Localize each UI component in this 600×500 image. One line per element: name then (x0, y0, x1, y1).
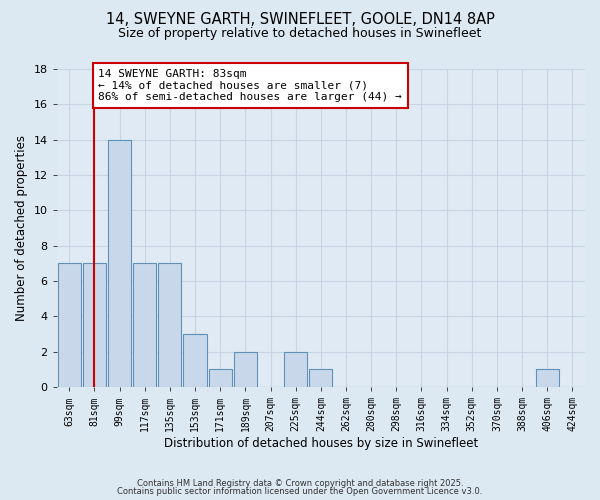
X-axis label: Distribution of detached houses by size in Swinefleet: Distribution of detached houses by size … (164, 437, 478, 450)
Bar (133, 264, 157, 387)
Text: Size of property relative to detached houses in Swinefleet: Size of property relative to detached ho… (118, 28, 482, 40)
Text: 14, SWEYNE GARTH, SWINEFLEET, GOOLE, DN14 8AP: 14, SWEYNE GARTH, SWINEFLEET, GOOLE, DN1… (106, 12, 494, 28)
Bar (184, 334, 206, 387)
Bar (309, 370, 332, 387)
Bar (209, 370, 232, 387)
Bar (284, 352, 307, 387)
Bar (108, 140, 131, 387)
Text: Contains HM Land Registry data © Crown copyright and database right 2025.: Contains HM Land Registry data © Crown c… (137, 478, 463, 488)
Bar (58, 264, 81, 387)
Bar (158, 264, 181, 387)
Text: Contains public sector information licensed under the Open Government Licence v3: Contains public sector information licen… (118, 487, 482, 496)
Bar (234, 352, 257, 387)
Text: 14 SWEYNE GARTH: 83sqm
← 14% of detached houses are smaller (7)
86% of semi-deta: 14 SWEYNE GARTH: 83sqm ← 14% of detached… (98, 69, 402, 102)
Bar (536, 370, 559, 387)
Bar (83, 264, 106, 387)
Y-axis label: Number of detached properties: Number of detached properties (15, 135, 28, 321)
